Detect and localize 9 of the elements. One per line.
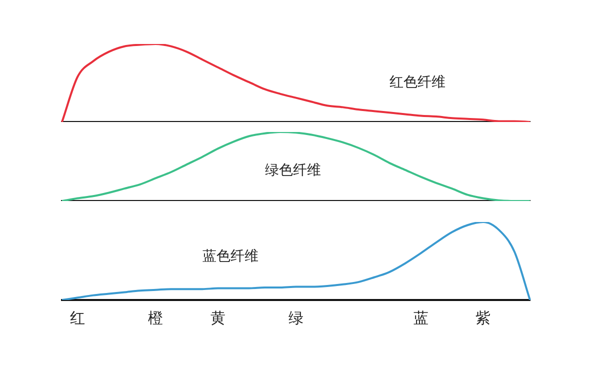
x-tick-label: 橙 — [148, 308, 164, 327]
x-tick-label: 蓝 — [413, 308, 428, 327]
x-tick-label: 红 — [70, 308, 86, 327]
series-label: 蓝色纤维 — [202, 248, 258, 265]
series-label: 红色纤维 — [390, 74, 446, 91]
x-tick-label: 绿 — [288, 308, 304, 327]
series-label: 绿色纤维 — [264, 162, 321, 178]
x-tick-label: 黄 — [210, 308, 226, 327]
x-tick-label: 紫 — [476, 308, 491, 327]
